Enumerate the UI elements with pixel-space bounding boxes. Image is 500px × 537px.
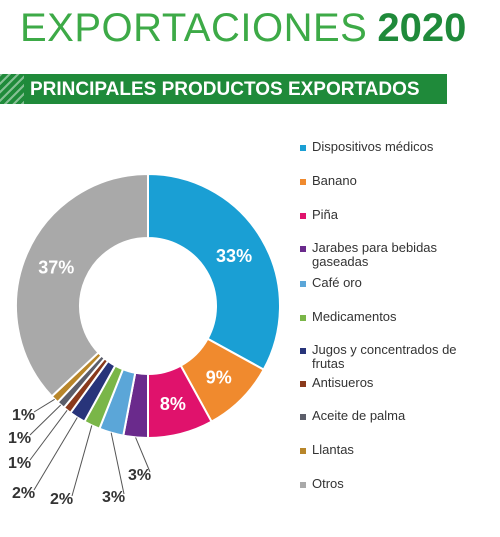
slice-otros [15, 172, 149, 398]
legend-item-aceite-de-palma: Aceite de palma [300, 409, 492, 423]
legend-label: Antisueros [312, 375, 374, 390]
label-llantas: 1% [12, 407, 35, 424]
section-title: PRINCIPALES PRODUCTOS EXPORTADOS [30, 79, 420, 100]
label-antisueros: 1% [8, 455, 31, 472]
legend-item-jarabes-para-bebidas-gaseadas: Jarabes para bebidas gaseadas [300, 241, 492, 269]
label-aceite-de-palma: 1% [8, 430, 31, 447]
leader-line-medicamentos [71, 425, 93, 497]
legend-item-antisueros: Antisueros [300, 376, 492, 390]
legend-swatch [300, 482, 306, 488]
slice-dispositivos-medicos [147, 172, 281, 371]
legend-swatch [300, 281, 306, 287]
legend-swatch [300, 381, 306, 387]
label-jarabes-para-bebidas-gaseadas: 3% [128, 467, 151, 484]
label-pina: 8% [160, 394, 186, 414]
legend-item-cafe-oro: Café oro [300, 276, 492, 290]
legend-swatch [300, 145, 306, 151]
legend-item-pina: Piña [300, 208, 492, 222]
legend-label: Aceite de palma [312, 408, 406, 423]
page-title: EXPORTACIONES 2020 [20, 8, 466, 48]
legend-item-banano: Banano [300, 174, 492, 188]
leader-line-cafe-oro [110, 432, 125, 495]
legend-swatch [300, 448, 306, 454]
legend-item-otros: Otros [300, 477, 492, 491]
legend-label: Jugos y concentrados de frutas [312, 342, 457, 371]
legend-label: Café oro [312, 275, 362, 290]
legend-label: Llantas [312, 442, 354, 457]
leader-line-antisueros [29, 410, 68, 461]
legend-item-jugos-y-concentrados-de-frutas: Jugos y concentrados de frutas [300, 343, 492, 371]
title-year: 2020 [377, 6, 467, 50]
legend-swatch [300, 246, 306, 252]
legend-label: Medicamentos [312, 309, 397, 324]
label-jugos-y-concentrados-de-frutas: 2% [12, 485, 35, 502]
legend-swatch [300, 213, 306, 219]
legend-item-dispositivos-medicos: Dispositivos médicos [300, 140, 492, 154]
label-dispositivos-medicos: 33% [216, 246, 252, 266]
legend-swatch [300, 315, 306, 321]
leader-line-llantas [33, 398, 55, 413]
legend-swatch [300, 179, 306, 185]
label-banano: 9% [206, 368, 232, 388]
legend-label: Dispositivos médicos [312, 139, 434, 154]
title-text: EXPORTACIONES [20, 6, 368, 50]
legend-swatch [300, 414, 306, 420]
legend-item-medicamentos: Medicamentos [300, 310, 492, 324]
leader-line-jugos-y-concentrados-de-frutas [33, 417, 78, 491]
banner-stripes-decoration [0, 74, 24, 104]
section-banner: PRINCIPALES PRODUCTOS EXPORTADOS [0, 74, 447, 104]
label-medicamentos: 2% [50, 491, 73, 508]
legend-label: Jarabes para bebidas gaseadas [312, 240, 438, 269]
legend-label: Piña [312, 207, 339, 222]
donut-chart: 33% 9% 8% 37% 3%3% 2% 2% 1% 1% 1% [8, 172, 281, 508]
label-cafe-oro: 3% [102, 489, 125, 506]
leader-line-aceite-de-palma [29, 404, 62, 436]
legend-swatch [300, 348, 306, 354]
label-otros: 37% [38, 257, 74, 277]
legend-label: Otros [312, 476, 344, 491]
legend-item-llantas: Llantas [300, 443, 492, 457]
legend-label: Banano [312, 173, 357, 188]
leader-line-jarabes-para-bebidas-gaseadas [135, 437, 151, 473]
